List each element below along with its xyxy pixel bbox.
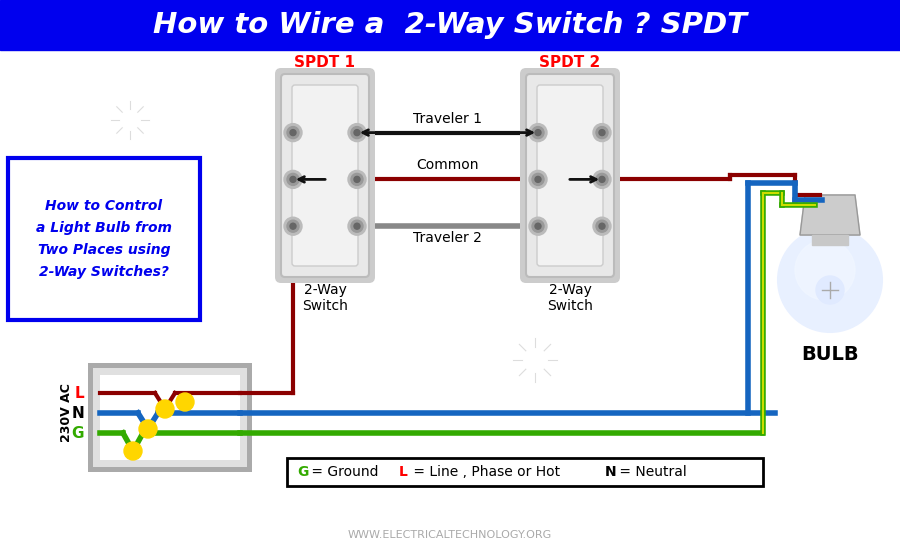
Circle shape [287, 126, 299, 139]
Bar [0, 0, 900, 50]
Circle shape [532, 126, 544, 139]
Bar [93, 368, 247, 467]
Text: SPDT 2: SPDT 2 [539, 55, 600, 70]
Bar [812, 235, 848, 245]
Text: G: G [297, 465, 309, 479]
Circle shape [290, 223, 296, 229]
Text: N: N [71, 405, 84, 421]
Text: = Neutral: = Neutral [615, 465, 687, 479]
Text: G: G [71, 426, 84, 441]
Text: Common: Common [416, 158, 479, 172]
Circle shape [354, 130, 360, 136]
Circle shape [509, 334, 561, 386]
Circle shape [348, 217, 366, 235]
Circle shape [596, 126, 608, 139]
Circle shape [348, 124, 366, 141]
Text: 2-Way
Switch: 2-Way Switch [547, 283, 593, 313]
Circle shape [532, 173, 544, 185]
Circle shape [354, 177, 360, 183]
FancyBboxPatch shape [526, 74, 614, 277]
Text: 2-Way
Switch: 2-Way Switch [302, 283, 348, 313]
Circle shape [596, 220, 608, 232]
Text: How to Wire a  2-Way Switch ? SPDT: How to Wire a 2-Way Switch ? SPDT [153, 11, 747, 39]
Circle shape [529, 124, 547, 141]
Circle shape [532, 220, 544, 232]
Circle shape [351, 173, 363, 185]
Circle shape [593, 124, 611, 141]
Circle shape [290, 177, 296, 183]
Bar [123, 142, 137, 150]
Circle shape [593, 170, 611, 189]
Text: Traveler 2: Traveler 2 [413, 231, 482, 245]
Circle shape [816, 276, 844, 304]
Circle shape [795, 240, 855, 300]
FancyBboxPatch shape [275, 68, 375, 283]
Text: L: L [399, 465, 408, 479]
Circle shape [529, 217, 547, 235]
FancyBboxPatch shape [281, 74, 369, 277]
Polygon shape [800, 195, 860, 235]
Circle shape [124, 442, 142, 460]
Text: How to Control
a Light Bulb from
Two Places using
2-Way Switches?: How to Control a Light Bulb from Two Pla… [36, 200, 172, 278]
Circle shape [535, 130, 541, 136]
Circle shape [284, 170, 302, 189]
Circle shape [284, 217, 302, 235]
Bar [287, 458, 763, 486]
Circle shape [287, 173, 299, 185]
Circle shape [284, 124, 302, 141]
FancyBboxPatch shape [292, 85, 358, 266]
FancyBboxPatch shape [8, 158, 200, 320]
Text: = Ground: = Ground [307, 465, 392, 479]
Circle shape [348, 170, 366, 189]
Circle shape [599, 223, 605, 229]
Circle shape [593, 217, 611, 235]
Bar [528, 386, 542, 394]
Circle shape [599, 130, 605, 136]
Circle shape [599, 177, 605, 183]
Text: = Line , Phase or Hot: = Line , Phase or Hot [409, 465, 573, 479]
Circle shape [529, 170, 547, 189]
Bar [88, 363, 252, 472]
Text: N: N [605, 465, 617, 479]
Circle shape [535, 223, 541, 229]
Text: SPDT 1: SPDT 1 [294, 55, 356, 70]
Bar [100, 375, 240, 460]
FancyBboxPatch shape [520, 68, 620, 283]
Text: WWW.ELECTRICALTECHNOLOGY.ORG: WWW.ELECTRICALTECHNOLOGY.ORG [348, 530, 552, 540]
Circle shape [139, 420, 157, 438]
Circle shape [351, 126, 363, 139]
Circle shape [156, 400, 174, 418]
Text: 230V AC: 230V AC [59, 383, 73, 442]
Circle shape [287, 220, 299, 232]
Text: L: L [75, 386, 84, 400]
Circle shape [778, 228, 882, 332]
Circle shape [596, 173, 608, 185]
Circle shape [535, 177, 541, 183]
Circle shape [176, 393, 194, 411]
Text: Traveler 1: Traveler 1 [413, 112, 482, 125]
Circle shape [354, 223, 360, 229]
Circle shape [290, 130, 296, 136]
Circle shape [108, 98, 152, 142]
Circle shape [351, 220, 363, 232]
Text: BULB: BULB [801, 345, 859, 364]
FancyBboxPatch shape [537, 85, 603, 266]
